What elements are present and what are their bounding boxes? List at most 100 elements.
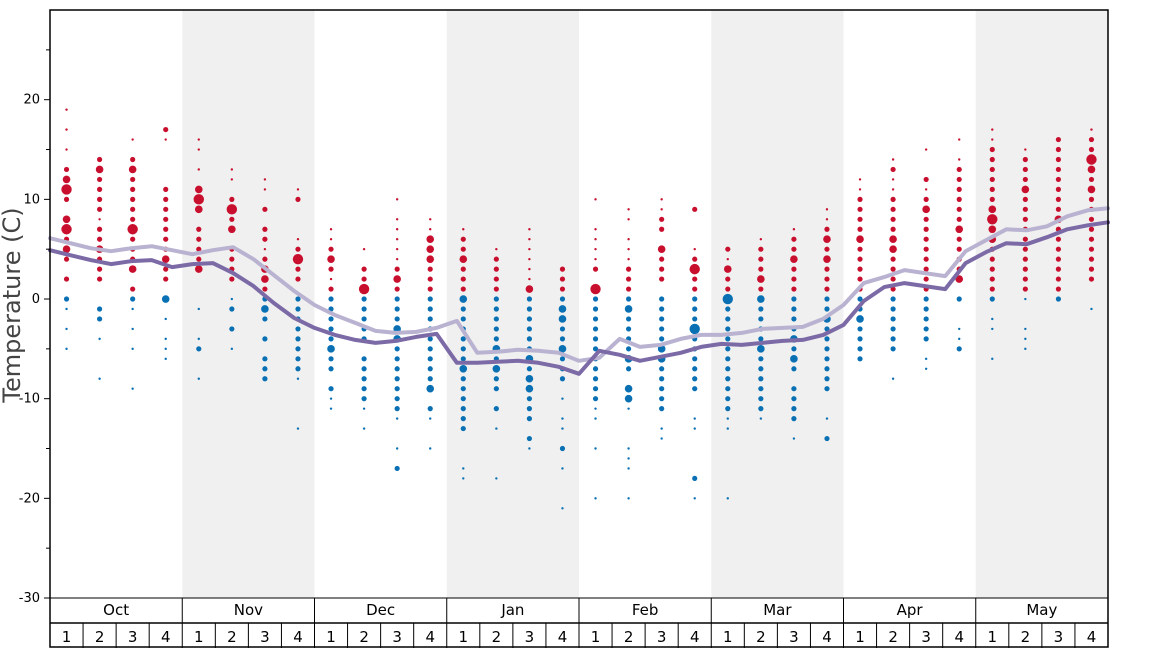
warm-point (890, 206, 896, 212)
warm-point (890, 226, 896, 232)
warm-point (460, 286, 466, 292)
cold-point (394, 406, 400, 412)
warm-point (395, 238, 399, 241)
y-tick-label: -10 (19, 392, 40, 407)
cold-point (525, 374, 534, 383)
cold-point (361, 396, 367, 402)
cold-point (725, 336, 731, 342)
cold-point (295, 326, 301, 332)
warm-point (956, 196, 962, 202)
warm-point (128, 265, 137, 273)
cold-point (495, 427, 498, 430)
week-label: 4 (425, 628, 435, 646)
warm-point (1055, 206, 1062, 212)
cold-point (526, 406, 533, 412)
warm-point (989, 166, 995, 173)
warm-point (791, 286, 797, 292)
warm-point (130, 176, 136, 183)
cold-point (592, 296, 599, 302)
cold-point (394, 386, 400, 392)
warm-point (1088, 136, 1095, 143)
warm-point (394, 286, 400, 292)
warm-point (823, 255, 831, 263)
cold-point (659, 376, 665, 382)
week-label: 3 (392, 628, 402, 646)
cold-point (131, 307, 134, 311)
cold-point (526, 306, 533, 312)
warm-point (1088, 266, 1095, 272)
cold-point (791, 396, 797, 402)
warm-point (857, 276, 863, 282)
warm-point (988, 205, 997, 214)
week-label: 1 (723, 628, 733, 646)
month-label: Feb (632, 601, 659, 619)
cold-point (692, 376, 698, 382)
warm-point (792, 228, 796, 231)
cold-point (459, 295, 468, 303)
warm-point (1088, 236, 1095, 242)
warm-point (725, 286, 731, 292)
cold-point (262, 316, 268, 322)
cold-point (758, 316, 764, 322)
cold-point (592, 346, 599, 352)
cold-point (131, 387, 134, 390)
month-shading (182, 10, 1108, 598)
warm-point (891, 188, 895, 191)
cold-point (427, 316, 433, 322)
warm-point (891, 178, 895, 181)
cold-point (460, 406, 466, 412)
warm-point (528, 247, 531, 251)
cold-point (627, 497, 630, 500)
warm-point (1022, 236, 1028, 242)
cold-point (328, 356, 334, 362)
warm-point (361, 276, 367, 282)
week-label: 4 (690, 628, 700, 646)
warm-point (130, 196, 136, 202)
warm-point (991, 128, 994, 131)
warm-point (757, 275, 765, 283)
cold-point (592, 396, 599, 402)
warm-point (127, 224, 138, 235)
warm-point (493, 286, 499, 292)
cold-point (328, 366, 334, 372)
y-axis-label: Temperature (C) (0, 207, 26, 403)
warm-point (61, 184, 72, 195)
warm-point (460, 236, 466, 242)
week-label: 3 (128, 628, 138, 646)
temperature-points (61, 108, 1097, 510)
week-label: 1 (459, 628, 469, 646)
warm-point (1021, 185, 1030, 194)
warm-point (95, 165, 104, 174)
warm-point (923, 226, 929, 232)
warm-point (594, 228, 597, 231)
cold-point (592, 316, 599, 322)
cold-point (161, 295, 170, 303)
warm-point (528, 257, 531, 261)
warm-point (164, 138, 167, 141)
cold-point (857, 346, 863, 352)
warm-point (459, 255, 468, 263)
cold-point (164, 347, 167, 351)
cold-point (725, 326, 731, 332)
warm-point (358, 283, 370, 295)
warm-point (295, 276, 301, 282)
warm-point (594, 198, 597, 201)
cold-point (923, 316, 929, 322)
warm-point (1022, 166, 1028, 173)
cold-point (462, 467, 465, 470)
warm-point (625, 286, 632, 292)
warm-point (923, 236, 929, 242)
warm-point (229, 216, 235, 222)
cold-point (857, 336, 863, 342)
warm-point (1088, 276, 1095, 282)
cold-point (229, 326, 235, 332)
cold-point (924, 357, 928, 361)
warm-point (823, 235, 831, 244)
cold-point (327, 345, 335, 353)
warm-point (1086, 154, 1097, 165)
cold-point (460, 306, 466, 312)
warm-point (262, 226, 268, 232)
warm-point (1022, 196, 1028, 202)
warm-point (594, 257, 597, 261)
cold-point (559, 326, 566, 332)
